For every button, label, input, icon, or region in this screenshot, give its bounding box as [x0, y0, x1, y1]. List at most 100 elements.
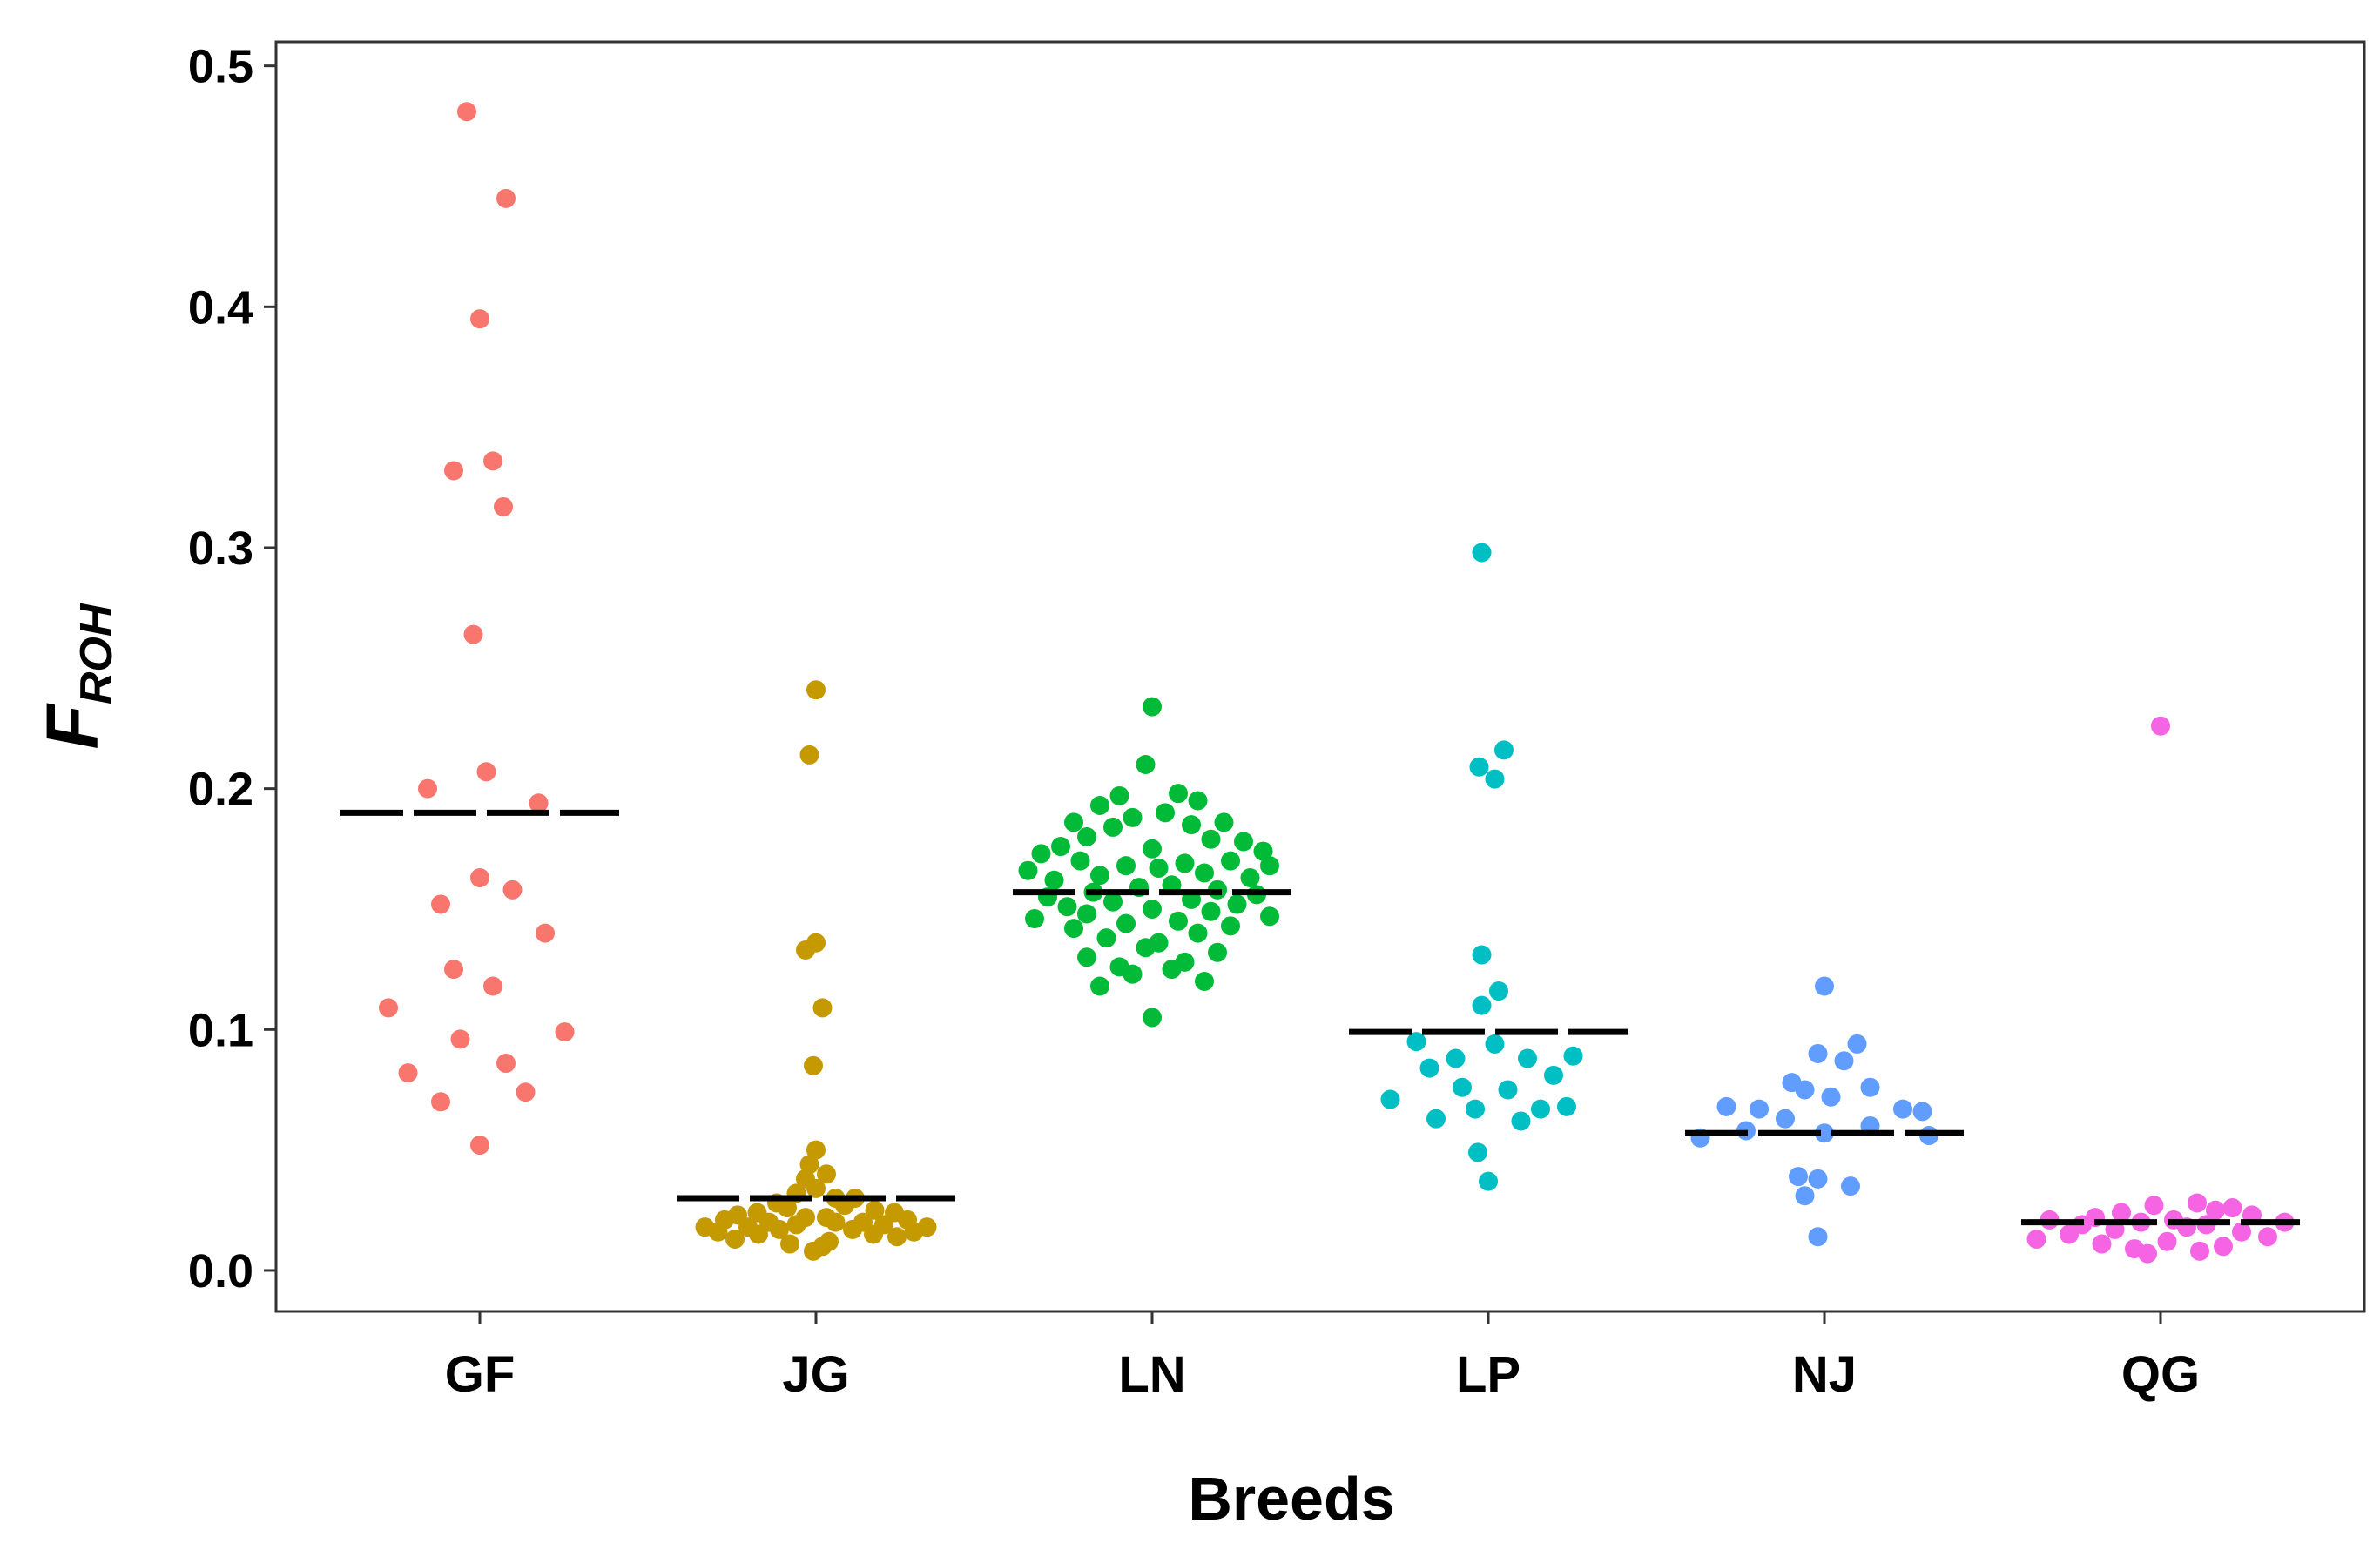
data-point [817, 1164, 836, 1184]
data-point [1143, 839, 1162, 859]
data-point [1821, 1087, 1841, 1107]
data-point [786, 1215, 806, 1235]
data-point [1077, 904, 1096, 924]
data-point [555, 1022, 575, 1042]
data-point [2157, 1231, 2177, 1251]
data-point [1841, 1176, 1860, 1196]
data-point [1912, 1102, 1932, 1122]
data-point [494, 496, 513, 516]
data-point [1090, 976, 1109, 996]
data-point [1123, 807, 1143, 827]
data-point [865, 1200, 885, 1220]
data-point [1479, 1171, 1498, 1191]
data-point [1485, 1034, 1505, 1054]
svg-text:FROH: FROH [31, 603, 122, 749]
data-point [1143, 899, 1162, 919]
data-point [1544, 1065, 1563, 1085]
data-point [804, 1055, 823, 1075]
data-point [1795, 1080, 1815, 1100]
series-ln [1018, 697, 1279, 1028]
y-axis: 0.0 0.1 0.2 0.3 0.4 0.5 [188, 41, 276, 1297]
data-point [2026, 1230, 2046, 1250]
data-point [476, 762, 496, 782]
data-point [796, 940, 815, 960]
data-point [843, 1219, 862, 1239]
data-point [1426, 1109, 1446, 1129]
data-point [1162, 960, 1182, 980]
data-point [1557, 1096, 1576, 1116]
y-tick-label: 0.0 [188, 1245, 253, 1297]
data-point [1380, 1089, 1400, 1109]
data-point [806, 1140, 826, 1160]
data-point [1195, 863, 1214, 883]
data-point [770, 1219, 789, 1239]
data-point [418, 778, 437, 799]
data-point [457, 102, 476, 122]
data-point [1018, 860, 1038, 880]
data-point [1240, 868, 1260, 888]
data-point [1260, 906, 1279, 927]
data-point [2258, 1227, 2277, 1247]
data-point [444, 960, 463, 980]
data-point [708, 1222, 728, 1242]
data-point [1808, 1227, 1828, 1247]
data-point [812, 998, 833, 1018]
data-point [1096, 928, 1116, 948]
x-category-label: GF [445, 1346, 516, 1403]
data-point [1489, 981, 1508, 1001]
y-tick-label: 0.1 [188, 1004, 253, 1056]
data-point [780, 1234, 799, 1254]
data-point [1776, 1109, 1795, 1129]
plot-panel [274, 40, 2366, 1313]
data-point [1234, 832, 1253, 852]
series-gf [379, 102, 575, 1156]
data-point [516, 1082, 536, 1102]
data-point [1064, 812, 1083, 832]
x-category-label: LN [1118, 1346, 1185, 1403]
mean-lines [340, 809, 2300, 1226]
data-point [1446, 1048, 1466, 1068]
data-point [1143, 697, 1162, 717]
data-point [2151, 716, 2170, 736]
data-point [398, 1063, 418, 1083]
y-tick-label: 0.4 [188, 281, 253, 334]
data-point [2222, 1198, 2242, 1218]
data-point [1123, 964, 1143, 984]
data-point [1136, 754, 1156, 774]
data-point [904, 1222, 924, 1242]
data-point [749, 1224, 768, 1244]
data-points [379, 102, 2295, 1264]
data-point [1893, 1099, 1912, 1119]
data-point [2092, 1234, 2112, 1254]
data-point [470, 1136, 489, 1156]
data-point [431, 1092, 450, 1112]
data-point [1175, 853, 1195, 873]
data-point [1025, 909, 1044, 929]
data-point [431, 894, 450, 914]
data-point [536, 923, 555, 943]
data-point [2190, 1241, 2209, 1261]
data-point [1847, 1034, 1867, 1054]
data-point [1149, 858, 1169, 878]
y-axis-title: FROH [31, 603, 122, 749]
data-point [1815, 1123, 1834, 1143]
data-point [470, 309, 489, 329]
data-point [483, 451, 502, 471]
data-point [1169, 911, 1188, 931]
y-tick-label: 0.2 [188, 764, 253, 816]
data-point [496, 188, 516, 208]
data-point [1511, 1111, 1531, 1131]
data-point [1136, 938, 1156, 958]
data-point [1834, 1051, 1854, 1071]
data-point [826, 1212, 846, 1232]
data-point [1494, 740, 1514, 760]
data-point [1188, 923, 1208, 943]
data-point [529, 793, 549, 813]
data-point [2138, 1243, 2157, 1264]
data-point [1563, 1046, 1583, 1066]
data-point [1419, 1058, 1439, 1078]
y-axis-title-subscript: ROH [71, 603, 122, 704]
y-axis-title-main: F [31, 702, 113, 749]
data-point [1031, 844, 1051, 864]
data-point [1716, 1096, 1736, 1116]
